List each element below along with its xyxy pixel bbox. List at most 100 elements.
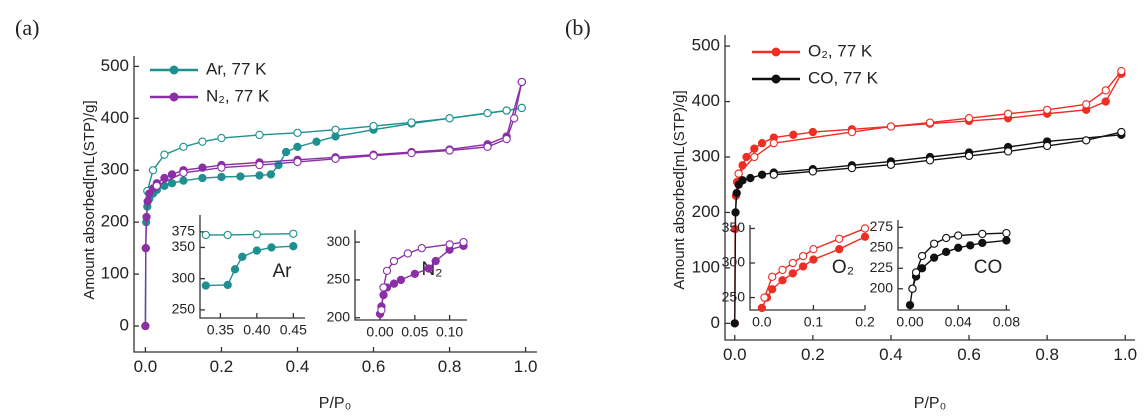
marker xyxy=(179,176,188,185)
marker xyxy=(929,239,939,248)
x-tick-label: 0.00 xyxy=(896,313,923,329)
marker xyxy=(788,258,797,268)
marker xyxy=(236,172,245,181)
marker xyxy=(742,152,751,162)
marker xyxy=(379,283,388,292)
y-tick-label: 400 xyxy=(101,108,129,127)
marker xyxy=(738,161,747,170)
marker xyxy=(459,237,468,247)
marker xyxy=(483,108,492,118)
marker xyxy=(389,256,399,266)
axes xyxy=(749,225,865,311)
annotation: CO xyxy=(974,257,1003,278)
marker xyxy=(911,268,921,277)
x-tick-label: 0.0 xyxy=(752,313,772,329)
marker xyxy=(217,172,226,182)
marker xyxy=(141,321,150,331)
marker xyxy=(750,144,759,153)
marker xyxy=(223,280,232,290)
x-tick-label: 0.1 xyxy=(804,313,824,329)
marker xyxy=(954,231,963,240)
marker xyxy=(1002,228,1011,238)
marker xyxy=(369,151,378,160)
marker xyxy=(331,125,340,134)
marker xyxy=(1117,127,1126,137)
marker xyxy=(382,266,392,275)
y-tick-label: 350 xyxy=(722,219,746,235)
axes xyxy=(133,56,537,353)
y-tick-label: 300 xyxy=(692,146,720,165)
marker xyxy=(847,127,857,137)
marker xyxy=(917,264,927,273)
legend-marker xyxy=(169,92,179,102)
marker xyxy=(860,224,870,233)
series-line xyxy=(144,81,523,327)
marker xyxy=(769,170,778,179)
marker xyxy=(1003,147,1013,156)
x-tick-label: 0.08 xyxy=(993,313,1020,329)
y-tick-label: 100 xyxy=(692,257,720,276)
marker xyxy=(167,179,177,188)
marker xyxy=(1042,141,1052,151)
x-tick-label: 0.2 xyxy=(801,345,825,364)
marker xyxy=(757,138,767,148)
y-tick-label: 300 xyxy=(327,233,351,249)
y-tick-label: 375 xyxy=(172,223,196,239)
x-tick-label: 0.35 xyxy=(207,321,234,337)
marker xyxy=(201,281,210,290)
marker xyxy=(1042,105,1052,115)
marker xyxy=(808,167,818,176)
marker xyxy=(148,166,158,175)
marker xyxy=(798,262,808,271)
marker xyxy=(331,132,340,141)
y-tick-label: 350 xyxy=(172,238,196,254)
y-tick-label: 275 xyxy=(870,218,894,234)
legend-label: Ar, 77 K xyxy=(206,59,267,78)
annotation: Ar xyxy=(273,261,293,282)
y-axis-label: Amount absorbed[mL(STP)/g] xyxy=(671,90,688,289)
series-line xyxy=(734,134,1122,324)
y-tick-label: 500 xyxy=(101,56,129,75)
marker xyxy=(835,234,844,243)
x-tick-label: 0.4 xyxy=(879,345,903,364)
y-tick-label: 100 xyxy=(101,264,129,283)
axes xyxy=(199,215,305,319)
marker xyxy=(732,188,741,198)
marker xyxy=(502,134,511,144)
marker xyxy=(954,243,963,252)
marker xyxy=(905,300,915,310)
marker xyxy=(403,249,413,258)
marker xyxy=(201,230,210,240)
marker xyxy=(293,128,302,138)
marker xyxy=(312,137,321,146)
marker xyxy=(377,306,386,315)
y-tick-label: 200 xyxy=(870,279,894,295)
marker xyxy=(788,269,797,278)
y-tick-label: 0 xyxy=(711,313,720,332)
marker xyxy=(255,171,264,180)
marker xyxy=(369,121,378,131)
marker xyxy=(760,293,769,302)
x-tick-label: 0.6 xyxy=(957,345,981,364)
marker xyxy=(886,160,896,169)
panel-label: (a) xyxy=(15,15,39,40)
marker xyxy=(942,233,951,243)
y-tick-label: 250 xyxy=(722,288,746,304)
legend-marker xyxy=(771,47,781,57)
y-tick-label: 500 xyxy=(692,36,720,55)
marker xyxy=(179,142,188,152)
x-axis-label: P/P₀ xyxy=(319,395,351,412)
marker xyxy=(142,212,151,222)
marker xyxy=(331,154,340,163)
marker xyxy=(1082,136,1091,145)
x-tick-label: 0.40 xyxy=(243,321,270,337)
marker xyxy=(238,252,247,261)
marker xyxy=(1003,109,1013,118)
marker xyxy=(217,163,226,172)
marker xyxy=(198,137,207,146)
x-tick-label: 0.05 xyxy=(401,323,428,339)
marker xyxy=(252,246,262,255)
marker xyxy=(778,265,787,275)
marker xyxy=(734,169,743,178)
